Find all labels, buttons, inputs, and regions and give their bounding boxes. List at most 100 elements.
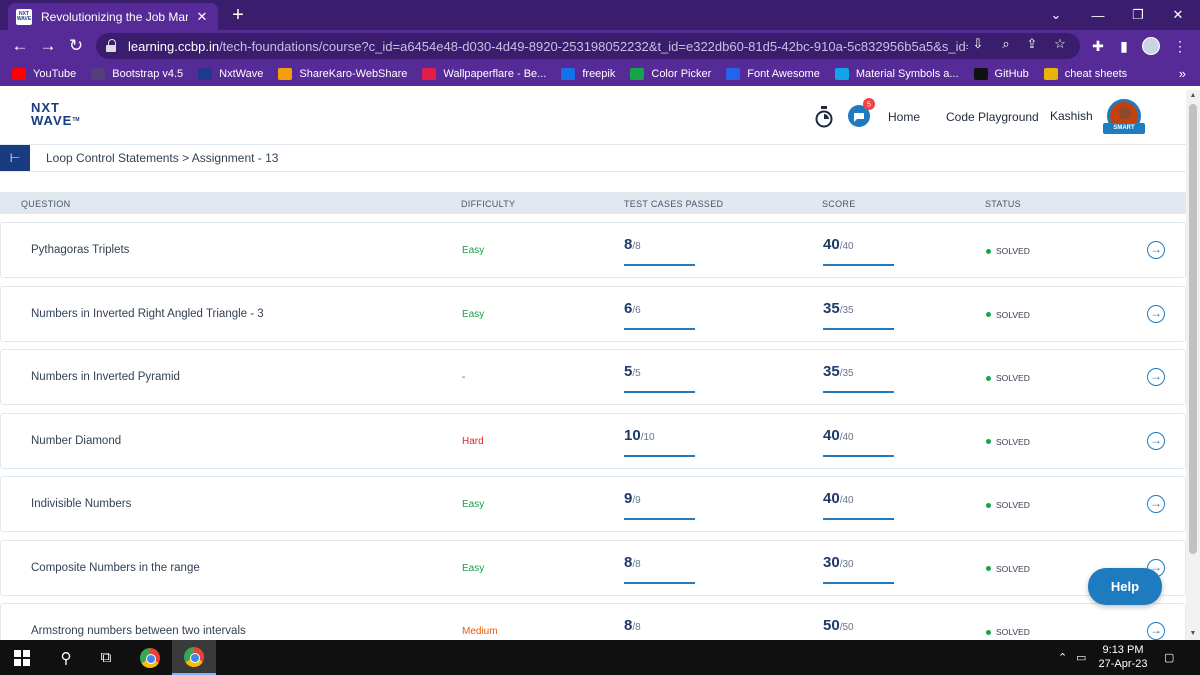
browser-toolbar: ← → ↻ learning.ccbp.in/tech-foundations/… (0, 30, 1200, 62)
back-arrow-icon[interactable]: ← (11, 36, 29, 55)
bookmark-label: YouTube (33, 68, 77, 80)
scrollbar-thumb[interactable] (1189, 104, 1197, 554)
bookmark-item[interactable]: Font Awesome (726, 68, 820, 80)
reload-icon[interactable]: ↻ (68, 36, 84, 55)
chrome-taskbar-icon[interactable] (128, 640, 172, 675)
difficulty-label: Easy (462, 562, 485, 574)
page-scrollbar[interactable]: ▲ ▼ (1186, 90, 1200, 640)
open-question-arrow-icon[interactable]: → (1147, 622, 1165, 640)
browser-menu-icon[interactable]: ⋮ (1173, 37, 1187, 54)
extensions-puzzle-icon[interactable]: ✚ (1092, 37, 1104, 54)
bookmark-star-icon[interactable]: ☆ (1054, 36, 1066, 51)
score: 40/40 (823, 490, 894, 520)
tests-total-value: /9 (632, 495, 641, 506)
open-question-arrow-icon[interactable]: → (1147, 495, 1165, 513)
open-question-arrow-icon[interactable]: → (1147, 241, 1165, 259)
nxtwave-logo[interactable]: NXT WAVETM (31, 101, 80, 127)
zoom-icon[interactable]: ⌕ (1002, 36, 1010, 51)
close-window-button[interactable]: ✕ (1172, 7, 1184, 22)
breadcrumb-divider (0, 171, 1186, 172)
bookmark-item[interactable]: NxtWave (198, 68, 263, 80)
open-question-arrow-icon[interactable]: → (1147, 431, 1165, 450)
score: 35/35 (823, 300, 894, 330)
notification-chat-icon[interactable]: 5 (848, 98, 876, 128)
browser-profile-avatar[interactable] (1142, 37, 1160, 55)
browser-tab[interactable]: NXT WAVE Revolutionizing the Job Market … (8, 3, 218, 30)
minimize-window-button[interactable]: — (1091, 7, 1105, 23)
sidebar-toggle-button[interactable]: ⊢ (0, 145, 30, 171)
install-app-icon[interactable]: ⇩ (972, 36, 984, 51)
tests-total-value: /8 (632, 241, 641, 252)
bookmark-item[interactable]: Material Symbols a... (834, 68, 959, 80)
stopwatch-icon[interactable] (814, 106, 834, 128)
nav-home-link[interactable]: Home (888, 110, 921, 124)
status-badge: SOLVED (986, 310, 1030, 320)
scroll-up-arrow-icon[interactable]: ▲ (1189, 92, 1197, 99)
question-title[interactable]: Numbers in Inverted Pyramid (31, 371, 180, 383)
address-bar[interactable]: learning.ccbp.in/tech-foundations/course… (96, 33, 1080, 59)
tab-search-chevron-icon[interactable]: ⌄ (1050, 7, 1062, 22)
table-row[interactable]: Number Diamond Hard 10/10 40/40 SOLVED → (0, 412, 1186, 469)
side-panel-icon[interactable]: ▮ (1120, 37, 1128, 54)
lock-icon (106, 39, 118, 53)
nav-code-playground-link[interactable]: Code Playground (946, 110, 1039, 124)
question-title[interactable]: Composite Numbers in the range (31, 561, 200, 574)
status-badge: SOLVED (986, 437, 1030, 447)
bookmark-label: Font Awesome (747, 68, 820, 80)
notification-count: 5 (867, 102, 871, 109)
task-view-icon[interactable]: ⧉ (100, 649, 112, 666)
status-text: SOLVED (996, 436, 1030, 447)
share-icon[interactable]: ⇪ (1026, 36, 1038, 51)
forward-arrow-icon[interactable]: → (39, 36, 57, 55)
restore-window-button[interactable]: ❐ (1132, 7, 1144, 22)
bookmark-item[interactable]: Color Picker (630, 68, 711, 80)
system-clock[interactable]: 9:13 PM 27-Apr-23 (1096, 643, 1150, 671)
tab-title: Revolutionizing the Job Market | NxtWave (41, 9, 188, 24)
notifications-icon[interactable]: ▢ (1164, 652, 1175, 664)
user-name[interactable]: Kashish (1050, 109, 1093, 123)
nxtwave-favicon-icon: NXT WAVE (16, 8, 32, 25)
question-title[interactable]: Indivisible Numbers (31, 498, 132, 510)
bookmark-item[interactable]: ShareKaro-WebShare (278, 68, 407, 80)
bookmark-label: Wallpaperflare - Be... (443, 68, 547, 80)
bookmarks-overflow-icon[interactable]: » (1178, 66, 1186, 81)
bookmark-item[interactable]: freepik (561, 68, 615, 80)
show-hidden-icons-chevron-icon[interactable]: ⌃ (1058, 652, 1068, 664)
table-row[interactable]: Numbers in Inverted Pyramid - 5/5 35/35 SOLV… (0, 349, 1186, 405)
user-avatar[interactable]: SMART (1103, 99, 1145, 134)
bookmark-item[interactable]: cheat sheets (1043, 68, 1127, 80)
help-button[interactable]: Help (1088, 568, 1162, 605)
table-row[interactable]: Composite Numbers in the range Easy 8/8 30/… (0, 539, 1186, 596)
network-icon[interactable]: ▭ (1076, 652, 1087, 664)
close-tab-icon[interactable]: ✕ (196, 8, 208, 24)
scroll-down-arrow-icon[interactable]: ▼ (1189, 630, 1197, 637)
youtube-icon (12, 68, 26, 80)
chrome-profile-taskbar-icon[interactable] (172, 640, 216, 675)
new-tab-button[interactable]: + (232, 4, 244, 26)
bookmark-item[interactable]: YouTube (12, 68, 76, 80)
question-title[interactable]: Pythagoras Triplets (31, 244, 130, 256)
table-row[interactable]: Indivisible Numbers Easy 9/9 40/40 SOLVED → (0, 476, 1186, 532)
question-title[interactable]: Armstrong numbers between two intervals (31, 625, 246, 637)
bookmark-item[interactable]: Wallpaperflare - Be... (422, 68, 546, 80)
status-badge: SOLVED (986, 246, 1030, 256)
table-row[interactable]: Pythagoras Triplets Easy 8/8 40/40 SOLVED → (0, 222, 1186, 278)
question-title[interactable]: Numbers in Inverted Right Angled Triangl… (31, 307, 264, 320)
score-total-value: /35 (839, 368, 854, 379)
table-row[interactable]: Numbers in Inverted Right Angled Triangl… (0, 285, 1186, 342)
bookmark-item[interactable]: Bootstrap v4.5 (91, 68, 183, 80)
difficulty-label: Easy (462, 245, 485, 256)
bookmark-item[interactable]: GitHub (973, 68, 1029, 80)
score-value: 50 (823, 617, 840, 634)
tests-passed-value: 8 (624, 553, 633, 571)
open-question-arrow-icon[interactable]: → (1147, 304, 1165, 323)
score-total-value: /30 (839, 558, 854, 570)
color-picker-icon (630, 68, 645, 80)
open-question-arrow-icon[interactable]: → (1147, 368, 1165, 386)
wallpaperflare-icon (422, 68, 437, 80)
score: 40/40 (823, 236, 894, 266)
windows-start-icon[interactable] (0, 640, 44, 675)
question-title[interactable]: Number Diamond (31, 434, 122, 447)
search-icon[interactable]: ⚲ (60, 649, 72, 667)
breadcrumb[interactable]: Loop Control Statements > Assignment - 1… (46, 151, 279, 165)
